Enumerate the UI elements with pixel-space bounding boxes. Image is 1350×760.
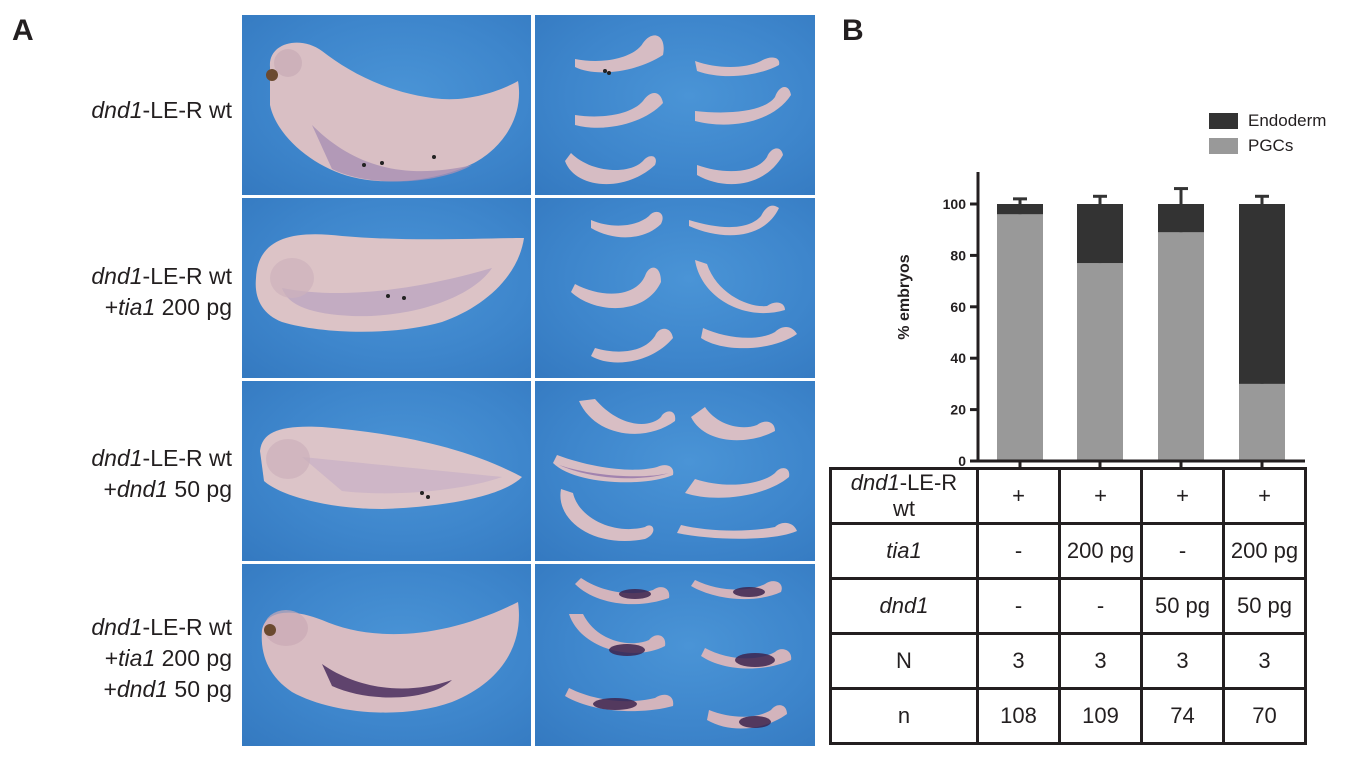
table-cell: + <box>1058 467 1143 525</box>
row-header: dnd1-LE-R wt <box>829 467 979 525</box>
row-header: n <box>829 687 979 745</box>
embryo-photo-row3-single <box>242 381 531 561</box>
bar-pgcs-2 <box>1077 263 1123 461</box>
embryo-photo-row4-group <box>535 564 815 746</box>
table-cell: - <box>1058 577 1143 635</box>
embryo-photo-row3-group <box>535 381 815 561</box>
table-cell: 3 <box>1140 632 1225 690</box>
table-cell: 200 pg <box>1058 522 1143 580</box>
table-row: tia1 - 200 pg - 200 pg <box>829 522 1307 580</box>
embryo-photo-row2-single <box>242 198 531 378</box>
table-row: n 108 109 74 70 <box>829 687 1307 745</box>
panel-a-label: A <box>12 14 34 47</box>
table-cell: - <box>976 522 1061 580</box>
table-cell: + <box>1140 467 1225 525</box>
legend-swatch-endoderm <box>1209 113 1238 129</box>
row-label-3: dnd1-LE-R wt +dnd1 50 pg <box>91 445 232 502</box>
table-cell: 3 <box>1058 632 1143 690</box>
table-cell: 50 pg <box>1140 577 1225 635</box>
legend-label-pgcs: PGCs <box>1248 136 1294 155</box>
y-axis-label: % embryos <box>896 254 913 340</box>
table-cell: - <box>1140 522 1225 580</box>
row-header: N <box>829 632 979 690</box>
table-cell: 108 <box>976 687 1061 745</box>
table-row: dnd1-LE-R wt + + + + <box>829 467 1307 525</box>
bar-pgcs-3 <box>1158 232 1204 461</box>
embryo-photo-row4-single <box>242 564 531 746</box>
row-header: tia1 <box>829 522 979 580</box>
embryo-photo-row1-group <box>535 15 815 195</box>
panel-b-label: B <box>842 14 864 47</box>
legend-swatch-pgcs <box>1209 138 1238 154</box>
y-tick-label: 100 <box>943 196 967 212</box>
table-cell: 50 pg <box>1222 577 1307 635</box>
bar-endoderm-4 <box>1239 204 1285 384</box>
embryo-photo-row1-single <box>242 15 531 195</box>
row-label-2: dnd1-LE-R wt +tia1 200 pg <box>91 263 232 320</box>
table-cell: 109 <box>1058 687 1143 745</box>
table-cell: 70 <box>1222 687 1307 745</box>
row-header: dnd1 <box>829 577 979 635</box>
table-row: dnd1 - - 50 pg 50 pg <box>829 577 1307 635</box>
row-label-4: dnd1-LE-R wt +tia1 200 pg +dnd1 50 pg <box>91 614 232 702</box>
bar-endoderm-1 <box>997 204 1043 215</box>
table-cell: + <box>976 467 1061 525</box>
table-cell: 3 <box>1222 632 1307 690</box>
y-tick-label: 20 <box>950 402 966 418</box>
table-cell: + <box>1222 467 1307 525</box>
y-tick-label: 80 <box>950 247 966 263</box>
bar-pgcs-4 <box>1239 383 1285 461</box>
table-cell: 74 <box>1140 687 1225 745</box>
conditions-table: dnd1-LE-R wt + + + + tia1 - 200 pg - 200 … <box>829 467 1307 745</box>
y-tick-label: 40 <box>950 350 966 366</box>
row-label-1: dnd1-LE-R wt <box>91 97 232 123</box>
y-tick-label: 60 <box>950 299 966 315</box>
table-cell: 200 pg <box>1222 522 1307 580</box>
legend-label-endoderm: Endoderm <box>1248 111 1327 130</box>
table-cell: - <box>976 577 1061 635</box>
bar-pgcs-1 <box>997 214 1043 461</box>
embryo-photo-row2-group <box>535 198 815 378</box>
bar-endoderm-3 <box>1158 204 1204 233</box>
bar-endoderm-2 <box>1077 204 1123 264</box>
table-cell: 3 <box>976 632 1061 690</box>
table-row: N 3 3 3 3 <box>829 632 1307 690</box>
